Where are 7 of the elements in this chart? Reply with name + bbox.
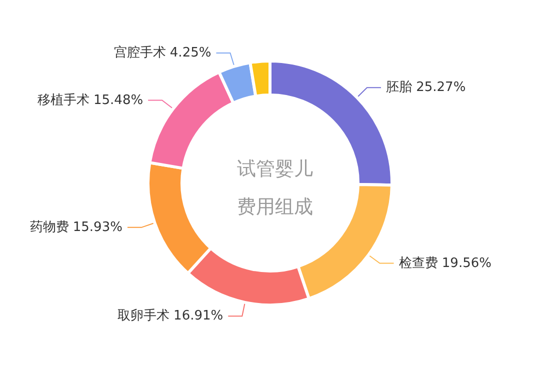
slice-label: 移植手术 15.48% [37,92,144,108]
slice-label: 胚胎 25.27% [386,80,466,96]
slice-label: 取卵手术 16.91% [117,308,224,324]
slice-label: 宫腔手术 4.25% [114,44,212,60]
slice-label: 检查费 19.56% [398,256,492,271]
text: 试管婴儿费用组成 [237,158,313,218]
slice-label: 药物费 15.93% [30,220,122,235]
